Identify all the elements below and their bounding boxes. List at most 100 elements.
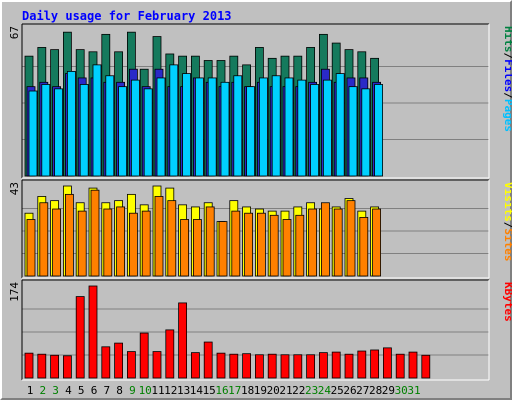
bar-kbytes <box>331 351 341 379</box>
bar-pages <box>67 71 76 177</box>
legend-label-part: Pages <box>502 99 512 132</box>
bar-pages <box>105 75 115 177</box>
bar-sites <box>269 214 279 277</box>
bar-pages <box>41 84 51 177</box>
bar-pages <box>28 90 38 177</box>
bar-kbytes <box>318 352 328 379</box>
bar-kbytes <box>370 349 380 379</box>
x-tick-label: 18 <box>241 384 254 397</box>
bar-sites <box>333 208 343 277</box>
bar-sites <box>77 210 87 277</box>
legend-label-part: / <box>502 92 512 99</box>
bar-kbytes <box>357 350 367 379</box>
x-tick-label: 16 <box>215 384 228 397</box>
x-tick-label: 27 <box>356 384 369 397</box>
bar-sites <box>141 210 151 277</box>
x-tick-label: 7 <box>103 384 110 397</box>
bar-pages <box>207 77 217 177</box>
bar-sites <box>103 208 113 277</box>
bar-kbytes <box>254 354 264 379</box>
x-tick-label: 26 <box>343 384 356 397</box>
bar-kbytes <box>190 352 200 379</box>
chart-panels: 67 Hits/Files/Pages 43 Visits/Sites 174 KByte… <box>8 23 512 381</box>
bar-sites <box>39 202 49 277</box>
bar-pages <box>156 77 166 177</box>
bar-sites <box>295 214 305 277</box>
y-max-label: 174 <box>8 282 21 302</box>
x-tick-label: 3 <box>52 384 59 397</box>
bar-kbytes <box>293 354 303 379</box>
x-tick-label: 13 <box>177 384 190 397</box>
bar-pages <box>194 77 204 177</box>
bar-kbytes <box>178 302 188 379</box>
x-tick-label: 29 <box>382 384 395 397</box>
legend-label: Hits/Files/Pages <box>502 26 512 132</box>
x-tick-label: 15 <box>203 384 216 397</box>
x-tick-label: 6 <box>91 384 98 397</box>
series-sites <box>26 189 382 277</box>
bar-sites <box>167 200 177 277</box>
bar-sites <box>128 212 138 277</box>
legend-label-part: / <box>502 222 512 229</box>
x-tick-label: 11 <box>151 384 164 397</box>
bar-kbytes <box>216 352 226 379</box>
bar-kbytes <box>229 353 239 379</box>
bar-kbytes <box>63 355 72 379</box>
legend-label: Visits/Sites <box>502 182 512 262</box>
x-tick-label: 12 <box>164 384 177 397</box>
x-tick-label: 31 <box>407 384 420 397</box>
bar-kbytes <box>127 351 136 379</box>
legend-label-part: KBytes <box>502 282 512 322</box>
bar-kbytes <box>395 353 405 379</box>
bar-sites <box>205 206 215 277</box>
x-tick-label: 14 <box>190 384 204 397</box>
x-tick-label: 22 <box>292 384 305 397</box>
bar-sites <box>65 193 74 277</box>
x-tick-label: 23 <box>305 384 318 397</box>
panel-hits-files-pages: 67 Hits/Files/Pages <box>8 23 512 179</box>
bar-kbytes <box>139 332 149 379</box>
x-tick-label: 30 <box>395 384 408 397</box>
bar-pages <box>284 77 294 177</box>
bar-kbytes <box>114 342 123 379</box>
bar-kbytes <box>382 347 392 379</box>
y-max-label: 43 <box>8 182 21 195</box>
bar-kbytes <box>203 341 213 379</box>
bar-pages <box>182 73 192 177</box>
x-tick-label: 4 <box>65 384 72 397</box>
bar-kbytes <box>75 296 85 379</box>
bar-sites <box>26 219 36 277</box>
bar-pages <box>335 73 345 177</box>
bar-sites <box>346 200 356 277</box>
bar-pages <box>322 79 332 177</box>
y-max-label: 67 <box>8 26 21 39</box>
x-tick-label: 10 <box>139 384 152 397</box>
bar-sites <box>282 219 292 277</box>
x-tick-label: 2 <box>39 384 46 397</box>
bar-pages <box>54 88 63 177</box>
bar-sites <box>116 206 125 277</box>
bar-pages <box>374 84 384 177</box>
x-tick-label: 21 <box>279 384 292 397</box>
panel-visits-sites: 43 Visits/Sites <box>8 179 512 279</box>
x-tick-label: 17 <box>228 384 241 397</box>
legend-label-part: / <box>502 53 512 60</box>
bar-sites <box>154 196 164 277</box>
x-tick-label: 8 <box>116 384 123 397</box>
bar-kbytes <box>242 353 252 379</box>
bar-kbytes <box>344 353 354 379</box>
x-tick-label: 25 <box>331 384 344 397</box>
x-tick-label: 5 <box>78 384 85 397</box>
bar-pages <box>169 64 179 177</box>
bar-pages <box>79 84 89 177</box>
bar-pages <box>297 79 307 177</box>
bar-kbytes <box>152 351 162 379</box>
bar-kbytes <box>24 352 34 379</box>
bar-sites <box>192 219 202 277</box>
legend-label-part: Sites <box>502 228 512 261</box>
x-tick-label: 20 <box>267 384 280 397</box>
bar-pages <box>271 75 281 177</box>
legend-label-part: Files <box>502 59 512 92</box>
x-tick-labels: 1 2 3 4 5 6 7 8 9 10 11 12 13 14 15 16 17 18 19 20 21 22 23 24 2… <box>27 384 421 397</box>
bar-kbytes <box>165 329 175 379</box>
